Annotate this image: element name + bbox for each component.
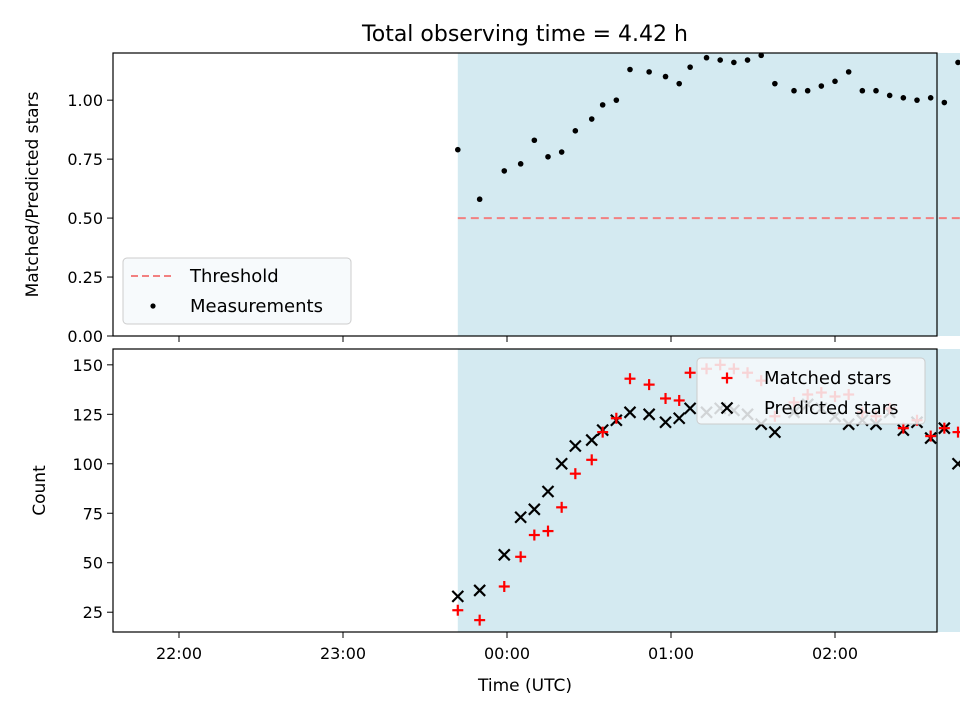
measurement-point bbox=[455, 147, 461, 153]
measurement-point bbox=[589, 116, 595, 122]
y-tick-label: 125 bbox=[72, 405, 103, 424]
measurement-point bbox=[942, 100, 948, 106]
measurement-point bbox=[901, 95, 907, 101]
measurement-point bbox=[518, 161, 524, 167]
top-observing-window bbox=[458, 53, 960, 336]
y-tick-label: 25 bbox=[83, 603, 103, 622]
measurement-point bbox=[791, 88, 797, 94]
measurement-point bbox=[663, 74, 669, 80]
y-tick-label: 0.00 bbox=[67, 327, 103, 346]
measurement-point bbox=[887, 93, 893, 99]
bottom-panel: 25 50 75 100 125 150 22:00 23:00 00:00 01:00 02:0… bbox=[30, 349, 960, 663]
figure-title: Total observing time = 4.42 h bbox=[361, 22, 688, 47]
legend-threshold-label: Threshold bbox=[189, 266, 279, 287]
legend-measurements-swatch bbox=[150, 303, 155, 308]
top-y-axis-label: Matched/Predicted stars bbox=[23, 91, 43, 297]
x-axis-label: Time (UTC) bbox=[477, 676, 572, 696]
top-legend: Threshold Measurements bbox=[123, 258, 351, 324]
measurement-point bbox=[914, 97, 920, 103]
measurement-point bbox=[573, 128, 579, 134]
top-y-ticks: 0.00 0.25 0.50 0.75 1.00 bbox=[67, 91, 113, 346]
x-tick-label: 23:00 bbox=[320, 644, 366, 663]
y-tick-label: 0.75 bbox=[67, 150, 103, 169]
bottom-x-ticks: 22:00 23:00 00:00 01:00 02:00 bbox=[156, 632, 858, 663]
y-tick-label: 1.00 bbox=[67, 91, 103, 110]
measurement-point bbox=[614, 97, 620, 103]
measurement-point bbox=[676, 81, 682, 87]
measurement-point bbox=[819, 83, 825, 89]
y-tick-label: 150 bbox=[72, 356, 103, 375]
x-tick-label: 22:00 bbox=[156, 644, 202, 663]
legend-matched-label: Matched stars bbox=[764, 368, 891, 389]
measurement-point bbox=[928, 95, 934, 101]
legend-measurements-label: Measurements bbox=[190, 296, 323, 317]
y-tick-label: 50 bbox=[83, 554, 103, 573]
measurement-point bbox=[532, 137, 538, 143]
measurement-point bbox=[600, 102, 606, 108]
measurement-point bbox=[559, 149, 565, 155]
measurement-point bbox=[873, 88, 879, 94]
x-tick-label: 01:00 bbox=[648, 644, 694, 663]
y-tick-label: 0.25 bbox=[67, 268, 103, 287]
measurement-point bbox=[846, 69, 852, 75]
y-tick-label: 75 bbox=[83, 504, 103, 523]
measurement-point bbox=[832, 79, 838, 85]
top-panel: 0.00 0.25 0.50 0.75 1.00 Matched/Predicted s… bbox=[23, 53, 960, 346]
bottom-legend: Matched stars Predicted stars bbox=[697, 358, 925, 424]
y-tick-label: 0.50 bbox=[67, 209, 103, 228]
bottom-y-ticks: 25 50 75 100 125 150 bbox=[72, 356, 113, 622]
measurement-point bbox=[545, 154, 551, 160]
measurement-point bbox=[772, 81, 778, 87]
x-tick-label: 02:00 bbox=[812, 644, 858, 663]
measurement-point bbox=[860, 88, 866, 94]
measurement-point bbox=[646, 69, 652, 75]
measurement-point bbox=[477, 196, 483, 202]
measurement-point bbox=[805, 88, 811, 94]
measurement-point bbox=[687, 64, 693, 70]
measurement-point bbox=[745, 57, 751, 63]
measurement-point bbox=[627, 67, 633, 73]
legend-predicted-label: Predicted stars bbox=[764, 398, 898, 419]
x-tick-label: 00:00 bbox=[484, 644, 530, 663]
measurement-point bbox=[717, 57, 723, 63]
measurement-point bbox=[731, 60, 737, 66]
measurement-point bbox=[501, 168, 507, 174]
measurement-point bbox=[704, 55, 710, 61]
top-x-ticks bbox=[179, 336, 835, 342]
y-tick-label: 100 bbox=[72, 455, 103, 474]
bottom-y-axis-label: Count bbox=[30, 465, 50, 516]
